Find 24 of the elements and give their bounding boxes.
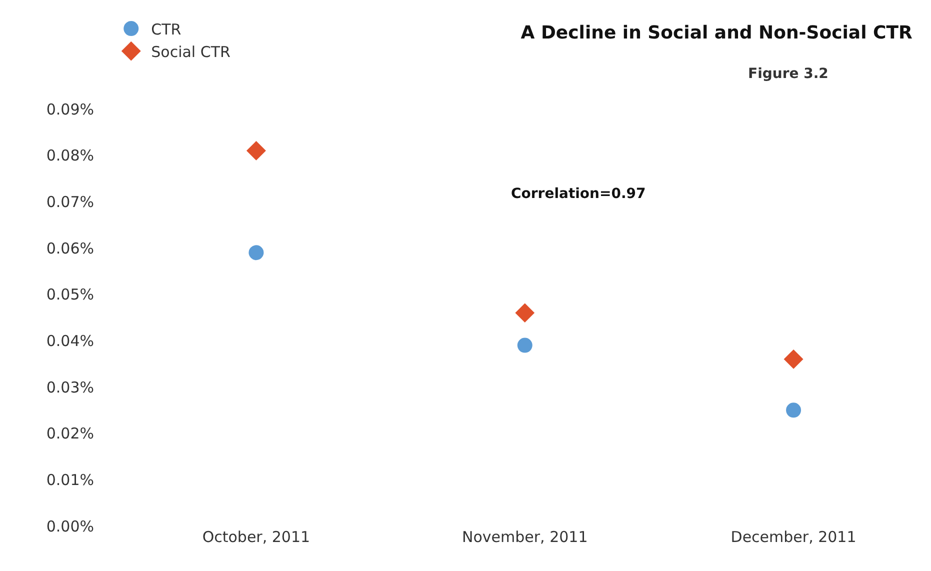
point bbox=[516, 336, 534, 354]
legend-label: Social CTR bbox=[151, 42, 230, 61]
y-tick-label: 0.06% bbox=[46, 239, 94, 258]
chart-title: A Decline in Social and Non-Social CTR bbox=[520, 22, 913, 44]
point bbox=[514, 302, 536, 324]
point bbox=[248, 244, 265, 262]
x-tick-label: December, 2011 bbox=[730, 528, 856, 546]
point bbox=[782, 348, 804, 370]
y-tick-label: 0.00% bbox=[46, 517, 94, 536]
point bbox=[785, 402, 802, 419]
y-tick-label: 0.09% bbox=[46, 100, 94, 118]
y-tick-label: 0.04% bbox=[46, 332, 94, 350]
chart-subtitle: Figure 3.2 bbox=[748, 66, 828, 82]
y-tick-label: 0.08% bbox=[46, 146, 94, 165]
legend-label: CTR bbox=[151, 20, 182, 38]
x-tick-label: October, 2011 bbox=[202, 528, 310, 546]
y-tick-label: 0.05% bbox=[46, 286, 94, 304]
x-tick-label: November, 2011 bbox=[462, 528, 588, 546]
y-tick-label: 0.07% bbox=[46, 192, 94, 211]
y-tick-label: 0.03% bbox=[46, 378, 94, 396]
point bbox=[245, 140, 268, 162]
y-tick-label: 0.02% bbox=[46, 424, 94, 443]
y-tick-label: 0.01% bbox=[46, 470, 94, 489]
annotation: Correlation=0.97 bbox=[511, 186, 646, 202]
